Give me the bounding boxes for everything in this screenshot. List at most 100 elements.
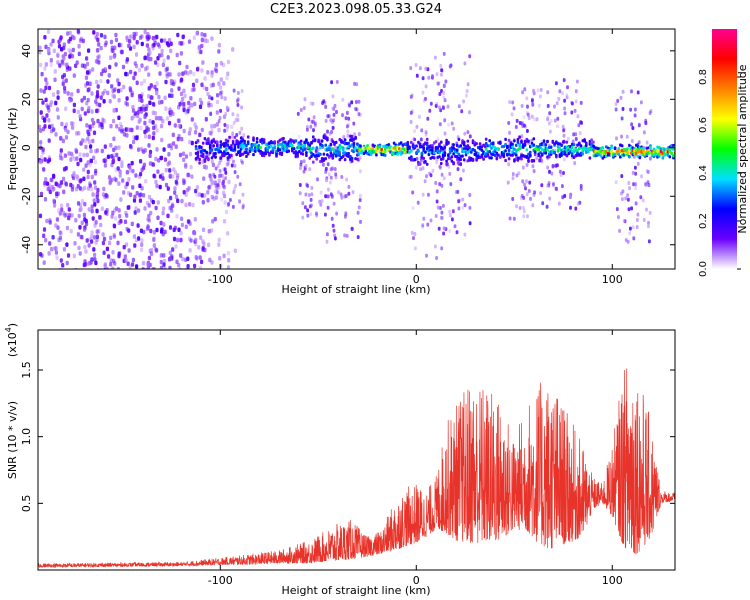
heatmap-cell [42, 233, 46, 238]
heatmap-cell [168, 225, 173, 230]
heatmap-cell [670, 151, 673, 155]
heatmap-cell [168, 168, 172, 173]
heatmap-cell [151, 120, 155, 125]
heatmap-cell [562, 78, 566, 83]
heatmap-cell [214, 155, 217, 159]
heatmap-cell [160, 52, 164, 58]
heatmap-cell [84, 144, 88, 150]
spectrogram-x-ticks: -100 0 100 [208, 29, 623, 286]
heatmap-cell [200, 127, 204, 133]
heatmap-cell [149, 95, 154, 100]
heatmap-cell [87, 48, 91, 53]
heatmap-cell [140, 92, 144, 97]
heatmap-cell [43, 124, 47, 129]
heatmap-cell [58, 230, 62, 235]
heatmap-cell [47, 118, 51, 123]
heatmap-cell [59, 148, 63, 153]
heatmap-cell [56, 90, 60, 95]
heatmap-cell [131, 185, 135, 190]
heatmap-cell [171, 141, 176, 146]
heatmap-cell [165, 74, 169, 79]
heatmap-cell [111, 266, 115, 269]
heatmap-cell [561, 195, 565, 200]
heatmap-cell [549, 145, 553, 149]
heatmap-cell [139, 171, 143, 177]
heatmap-cell [217, 42, 221, 48]
heatmap-cell [189, 96, 193, 101]
heatmap-cell [190, 103, 194, 108]
heatmap-cell [171, 203, 175, 208]
heatmap-cell [132, 35, 136, 41]
heatmap-cell [223, 144, 226, 148]
heatmap-cell [224, 176, 227, 181]
heatmap-cell [520, 193, 524, 198]
heatmap-cell [57, 208, 61, 213]
heatmap-cell [557, 201, 561, 206]
heatmap-cell [555, 81, 558, 86]
heatmap-cell [173, 79, 177, 84]
heatmap-cell [208, 130, 212, 136]
heatmap-cell [517, 171, 521, 176]
heatmap-cell [106, 79, 110, 84]
snr-multiplier-base: (x10 [6, 332, 19, 357]
heatmap-cell [217, 242, 221, 247]
heatmap-cell [219, 156, 223, 160]
heatmap-cell [441, 157, 445, 161]
heatmap-cell [38, 45, 42, 50]
heatmap-cell [324, 143, 327, 147]
heatmap-cell [521, 90, 524, 95]
heatmap-cell [194, 141, 198, 145]
heatmap-cell [574, 89, 578, 94]
heatmap-cell [615, 136, 618, 141]
heatmap-cell [241, 205, 245, 210]
heatmap-cell [535, 156, 539, 161]
heatmap-cell [94, 149, 98, 154]
heatmap-cell [85, 123, 89, 128]
heatmap-cell [102, 99, 106, 104]
heatmap-cell [540, 159, 544, 164]
heatmap-cell [410, 149, 413, 153]
heatmap-cell [200, 259, 204, 265]
heatmap-cell [85, 238, 89, 243]
heatmap-cell [186, 71, 190, 76]
heatmap-cell [147, 143, 151, 148]
heatmap-cell [527, 139, 530, 143]
heatmap-cell [76, 201, 81, 206]
colorbar-tick-label: 0.4 [698, 165, 709, 181]
heatmap-cell [350, 159, 354, 163]
heatmap-cell [117, 98, 121, 103]
heatmap-cell [117, 81, 121, 87]
heatmap-cell [188, 127, 192, 132]
heatmap-cell [200, 82, 204, 87]
y-tick-label: 40 [20, 44, 33, 58]
heatmap-cell [452, 162, 455, 166]
heatmap-cell [109, 258, 113, 263]
heatmap-cell [645, 140, 649, 145]
heatmap-cell [192, 71, 196, 77]
heatmap-cell [80, 106, 84, 112]
heatmap-cell [471, 157, 475, 162]
heatmap-cell [162, 253, 166, 258]
heatmap-cell [95, 208, 99, 214]
heatmap-cell [301, 201, 305, 206]
heatmap-cell [226, 143, 230, 147]
heatmap-cell [219, 61, 223, 66]
heatmap-cell [341, 113, 344, 118]
heatmap-cell [629, 107, 632, 112]
heatmap-cell [46, 29, 51, 34]
heatmap-cell [138, 183, 142, 188]
heatmap-cell [577, 123, 581, 128]
heatmap-cell [70, 213, 74, 218]
heatmap-cell [96, 108, 100, 113]
heatmap-cell [511, 197, 515, 201]
snr-y-label: SNR (10 * v/v) [6, 401, 19, 479]
heatmap-cell [155, 34, 159, 40]
heatmap-cell [179, 230, 183, 236]
heatmap-cell [194, 254, 198, 260]
heatmap-cell [76, 161, 80, 167]
heatmap-cell [143, 114, 147, 120]
heatmap-cell [162, 147, 166, 152]
heatmap-cell [42, 167, 46, 172]
heatmap-cell [579, 186, 583, 191]
heatmap-cell [573, 108, 577, 113]
